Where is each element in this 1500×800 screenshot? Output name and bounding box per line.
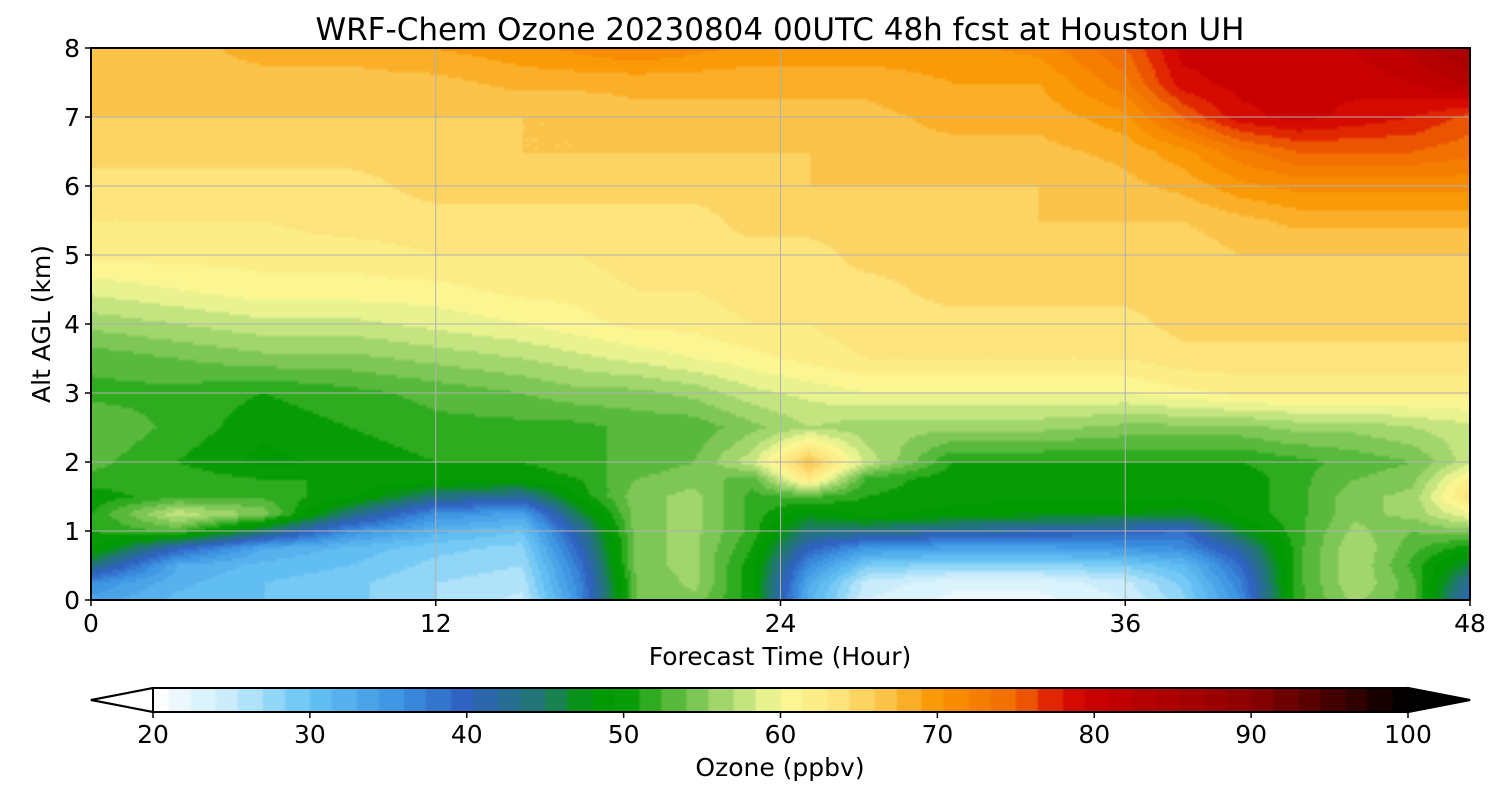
y-tick-label: 3: [64, 379, 80, 408]
colorbar-tick-label: 60: [765, 720, 797, 749]
x-tick-label: 12: [420, 609, 452, 638]
y-axis-ticks: 0 1 2 3 4 5 6 7 8: [64, 34, 91, 615]
x-axis-ticks: 0 12 24 36 48: [83, 600, 1486, 638]
chart-title: WRF-Chem Ozone 20230804 00UTC 48h fcst a…: [315, 12, 1244, 48]
y-tick-label: 8: [64, 34, 80, 63]
x-tick-label: 48: [1454, 609, 1486, 638]
y-tick-label: 4: [64, 310, 80, 339]
colorbar-tick-label: 80: [1078, 720, 1110, 749]
colorbar-ticks: 20 30 40 50 60 70 80 90 100: [137, 712, 1432, 749]
colorbar-tick-label: 20: [137, 720, 169, 749]
colorbar-tick-label: 50: [608, 720, 640, 749]
x-tick-label: 0: [83, 609, 99, 638]
colorbar-tick-label: 90: [1235, 720, 1267, 749]
colorbar-tick-label: 30: [294, 720, 326, 749]
x-tick-label: 36: [1109, 609, 1141, 638]
y-tick-label: 5: [64, 241, 80, 270]
colorbar-tick-label: 100: [1384, 720, 1432, 749]
y-tick-label: 2: [64, 448, 80, 477]
y-tick-label: 7: [64, 103, 80, 132]
y-tick-label: 6: [64, 172, 80, 201]
colorbar-extend-high: [1407, 686, 1471, 714]
plot-area: [90, 47, 1471, 601]
y-tick-label: 1: [64, 517, 80, 546]
colorbar-tick-label: 40: [451, 720, 483, 749]
colorbar-extend-low: [90, 686, 154, 714]
colorbar-tick-label: 70: [921, 720, 953, 749]
colorbar: 20 30 40 50 60 70 80 90 100 Ozone (ppbv): [90, 686, 1471, 782]
colorbar-label: Ozone (ppbv): [695, 753, 864, 782]
y-tick-label: 0: [64, 586, 80, 615]
x-axis-label: Forecast Time (Hour): [649, 642, 912, 671]
colorbar-gradient: [153, 688, 1408, 712]
y-axis-label: Alt AGL (km): [27, 245, 56, 403]
x-tick-label: 24: [765, 609, 797, 638]
